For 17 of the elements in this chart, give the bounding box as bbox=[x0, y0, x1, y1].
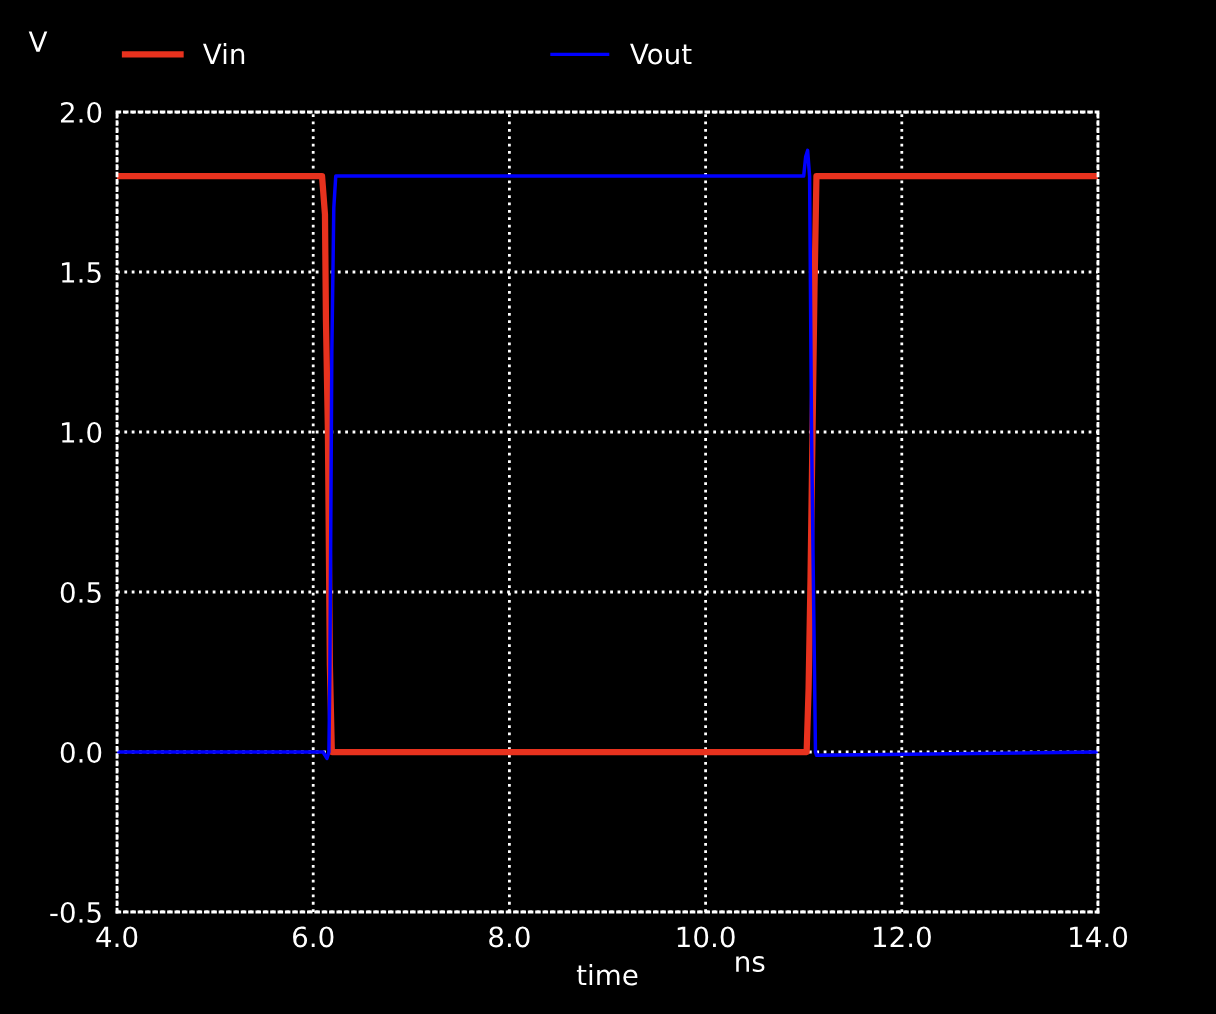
y-tick-label: -0.5 bbox=[50, 901, 101, 923]
x-tick-label: 14.0 bbox=[1070, 926, 1128, 948]
x-tick-label: 10.0 bbox=[677, 926, 735, 948]
y-tick-label: 2.0 bbox=[60, 101, 102, 123]
x-tick-label: 6.0 bbox=[293, 926, 334, 948]
x-axis-title: time bbox=[576, 964, 638, 986]
x-tick-label: 4.0 bbox=[96, 926, 138, 948]
text: ns bbox=[736, 956, 765, 973]
x-tick-label: 8.0 bbox=[489, 926, 530, 948]
y-tick-label: 1.0 bbox=[61, 421, 102, 443]
legend-label: Vout bbox=[630, 43, 692, 65]
y-tick-label: 0.0 bbox=[60, 741, 102, 763]
y-axis-title: V bbox=[28, 31, 48, 52]
x-tick-label: 12.0 bbox=[873, 926, 931, 948]
legend-label: Vin bbox=[202, 43, 245, 65]
y-tick-label: 0.5 bbox=[60, 581, 101, 603]
y-tick-label: 1.5 bbox=[61, 262, 101, 283]
